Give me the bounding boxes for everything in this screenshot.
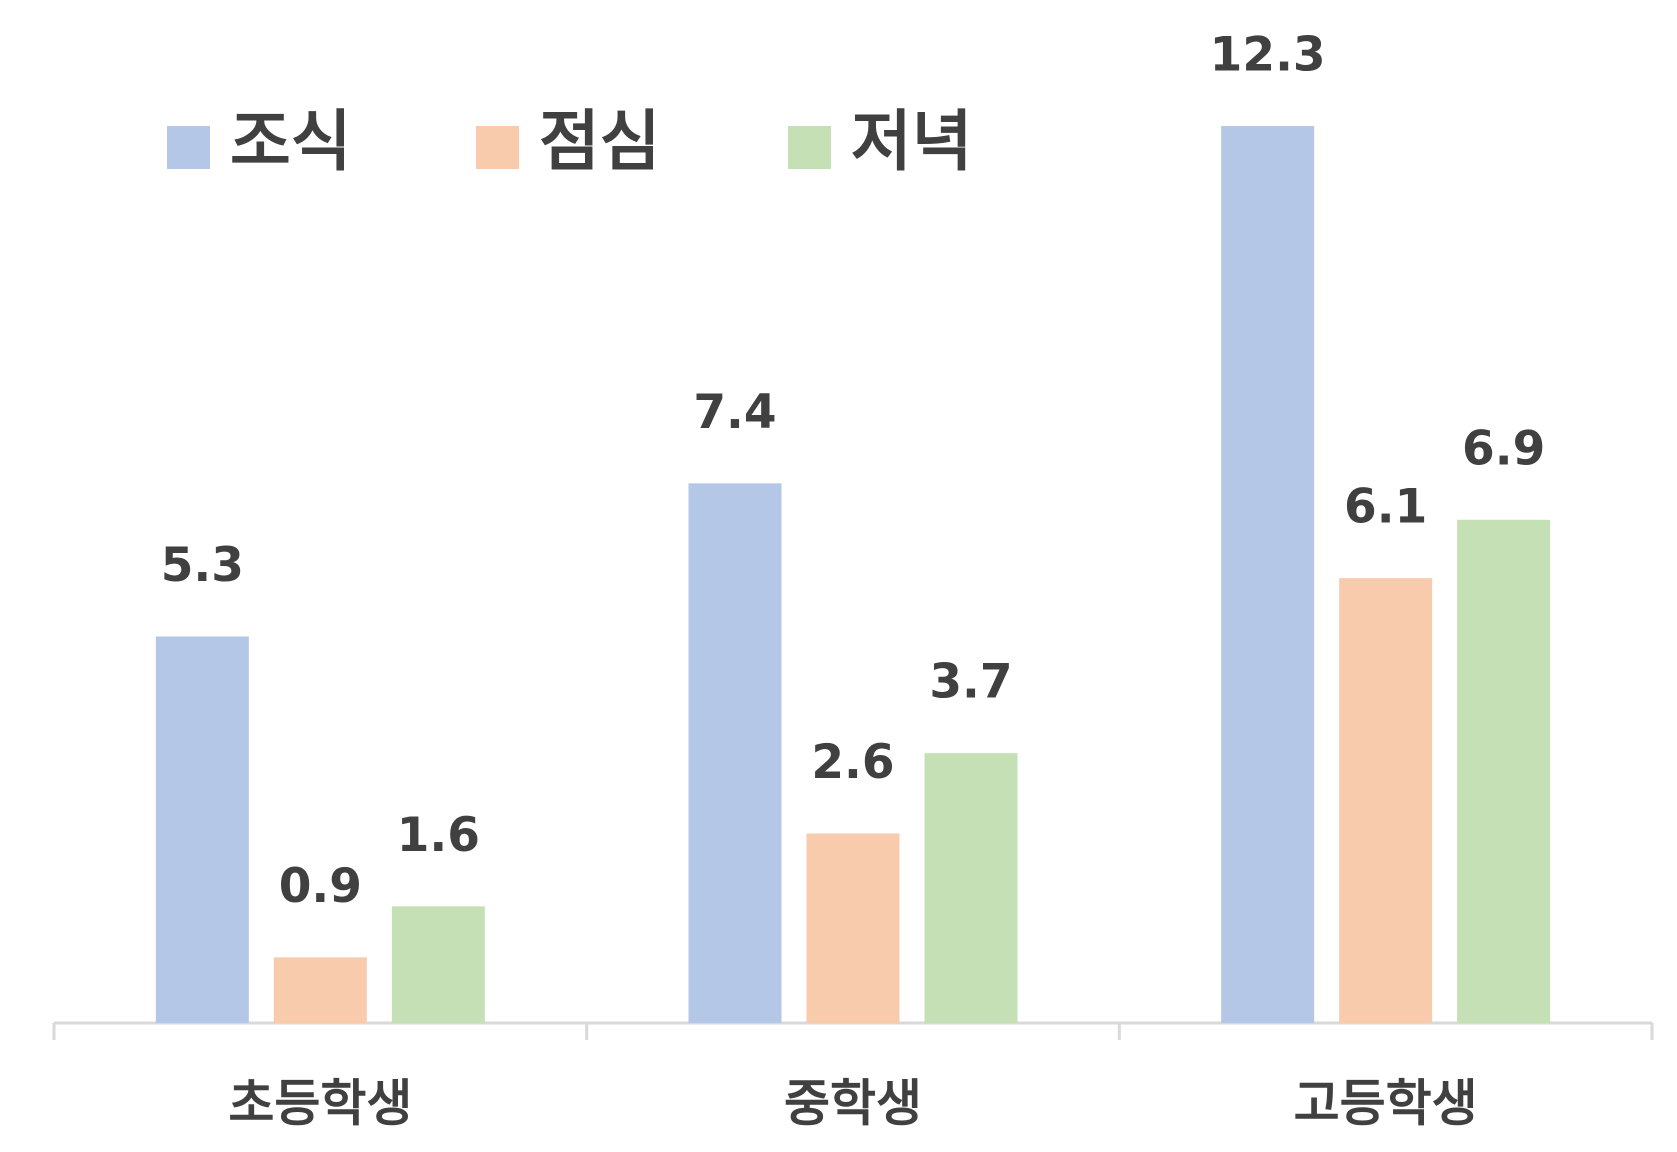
- bar: [391, 906, 485, 1023]
- legend-label: 저녁: [851, 103, 972, 180]
- bar: [1221, 126, 1315, 1023]
- data-label: 0.9: [279, 859, 362, 914]
- data-label: 2.6: [811, 735, 894, 790]
- bar: [273, 957, 367, 1023]
- bar: [924, 753, 1018, 1023]
- data-label: 3.7: [929, 655, 1012, 710]
- bar: [155, 636, 249, 1023]
- data-label: 1.6: [397, 808, 480, 863]
- legend-label: 점심: [539, 103, 660, 180]
- bar: [688, 483, 782, 1024]
- legend-label: 조식: [230, 103, 351, 180]
- data-label: 5.3: [161, 538, 244, 593]
- data-label: 12.3: [1210, 28, 1326, 83]
- x-tick-label: 고등학생: [1294, 1075, 1478, 1133]
- legend-swatch: [788, 126, 831, 169]
- legend-swatch: [476, 126, 519, 169]
- bar: [1457, 519, 1551, 1023]
- bar: [806, 833, 900, 1023]
- x-tick-label: 초등학생: [228, 1075, 412, 1133]
- data-label: 7.4: [693, 385, 776, 440]
- data-label: 6.9: [1462, 421, 1545, 476]
- bar: [1339, 578, 1433, 1023]
- legend-swatch: [167, 126, 210, 169]
- data-label: 6.1: [1344, 480, 1427, 535]
- x-tick-label: 중학생: [784, 1075, 922, 1133]
